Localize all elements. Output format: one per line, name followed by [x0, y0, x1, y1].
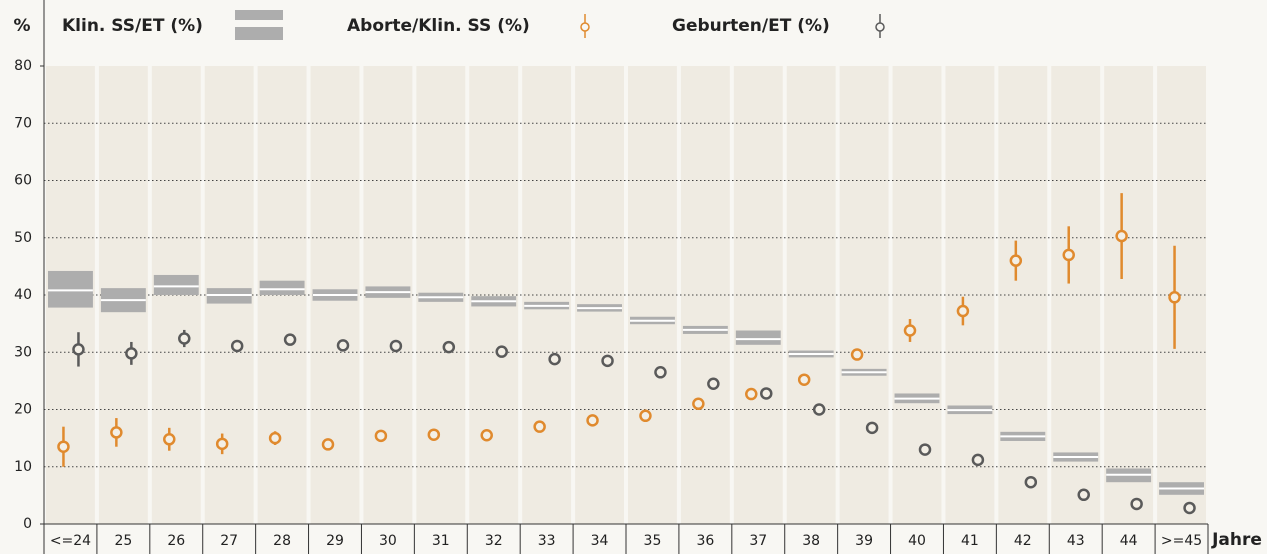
x-tick-label: 39	[855, 533, 873, 549]
point	[230, 339, 244, 353]
category-band	[733, 66, 783, 524]
point	[1009, 254, 1023, 267]
x-tick-label: 29	[326, 533, 344, 549]
point	[389, 339, 403, 353]
x-tick-label: 44	[1120, 533, 1138, 549]
range-box	[259, 280, 305, 295]
x-tick-label: 34	[591, 533, 609, 549]
point	[178, 332, 191, 345]
point	[850, 348, 864, 361]
point	[1024, 475, 1038, 489]
point	[1062, 248, 1075, 262]
point	[797, 373, 811, 386]
point	[1077, 488, 1090, 502]
point	[1168, 291, 1181, 304]
y-axis-label: %	[13, 16, 30, 36]
legend-icon	[235, 27, 283, 40]
y-tick-label: 0	[23, 516, 32, 532]
point	[321, 438, 335, 451]
x-tick-label: 33	[538, 533, 556, 549]
legend-icon	[235, 10, 283, 20]
point	[707, 377, 720, 390]
legend-label: Aborte/Klin. SS (%)	[347, 16, 530, 36]
point	[639, 409, 652, 423]
point	[163, 433, 176, 446]
point	[533, 420, 546, 433]
category-band	[945, 66, 995, 524]
point	[442, 340, 456, 354]
y-tick-label: 30	[14, 344, 32, 360]
x-tick-label: 43	[1067, 533, 1085, 549]
x-tick-label: 28	[273, 533, 291, 549]
range-box	[48, 270, 93, 308]
category-band	[575, 66, 624, 524]
point	[865, 421, 879, 435]
x-tick-label: 41	[961, 533, 979, 549]
point	[336, 339, 350, 352]
point	[745, 387, 758, 401]
point	[495, 345, 508, 358]
x-axis-label: Jahre	[1211, 530, 1262, 550]
point	[57, 440, 70, 453]
legend-icon	[875, 22, 885, 32]
point	[654, 366, 667, 379]
point	[918, 443, 932, 456]
point	[374, 429, 388, 443]
point	[903, 324, 917, 337]
y-tick-label: 70	[14, 115, 32, 131]
point	[601, 354, 614, 368]
y-tick-label: 20	[14, 402, 32, 418]
x-tick-label: <=24	[50, 533, 91, 549]
x-tick-label: 26	[167, 533, 185, 549]
legend-icon	[580, 22, 590, 32]
point	[1115, 229, 1128, 243]
x-tick-label: 38	[802, 533, 820, 549]
point	[110, 426, 123, 439]
x-tick-label: 36	[696, 533, 714, 549]
point	[215, 437, 229, 451]
legend-label: Geburten/ET (%)	[672, 16, 830, 36]
category-band	[522, 66, 572, 524]
x-tick-label: 37	[749, 533, 767, 549]
point	[480, 429, 493, 442]
point	[692, 397, 705, 411]
point	[427, 428, 441, 441]
x-tick-label: 27	[220, 533, 238, 549]
y-tick-label: 40	[14, 287, 32, 303]
point	[125, 347, 138, 360]
category-band	[998, 66, 1048, 524]
point	[283, 333, 297, 346]
range-box	[153, 274, 199, 295]
x-tick-label: 25	[114, 533, 132, 549]
category-band	[786, 66, 836, 524]
range-box	[735, 330, 781, 345]
x-tick-label: 35	[644, 533, 662, 549]
point	[548, 352, 561, 366]
point	[812, 403, 826, 416]
point	[956, 304, 970, 318]
y-tick-label: 50	[14, 230, 32, 246]
y-tick-label: 10	[14, 459, 32, 475]
point	[1183, 501, 1196, 515]
point	[760, 387, 773, 400]
point	[1130, 497, 1143, 511]
point	[586, 414, 599, 427]
x-tick-label: 42	[1014, 533, 1032, 549]
point	[268, 431, 282, 445]
x-tick-label: 32	[485, 533, 503, 549]
x-tick-label: 31	[432, 533, 450, 549]
legend-label: Klin. SS/ET (%)	[62, 16, 203, 36]
y-tick-label: 80	[14, 58, 32, 74]
x-tick-label: 40	[908, 533, 926, 549]
point	[971, 453, 985, 467]
point	[72, 343, 85, 356]
x-tick-label: 30	[379, 533, 397, 549]
x-tick-label: >=45	[1161, 533, 1202, 549]
y-tick-label: 60	[14, 173, 32, 189]
